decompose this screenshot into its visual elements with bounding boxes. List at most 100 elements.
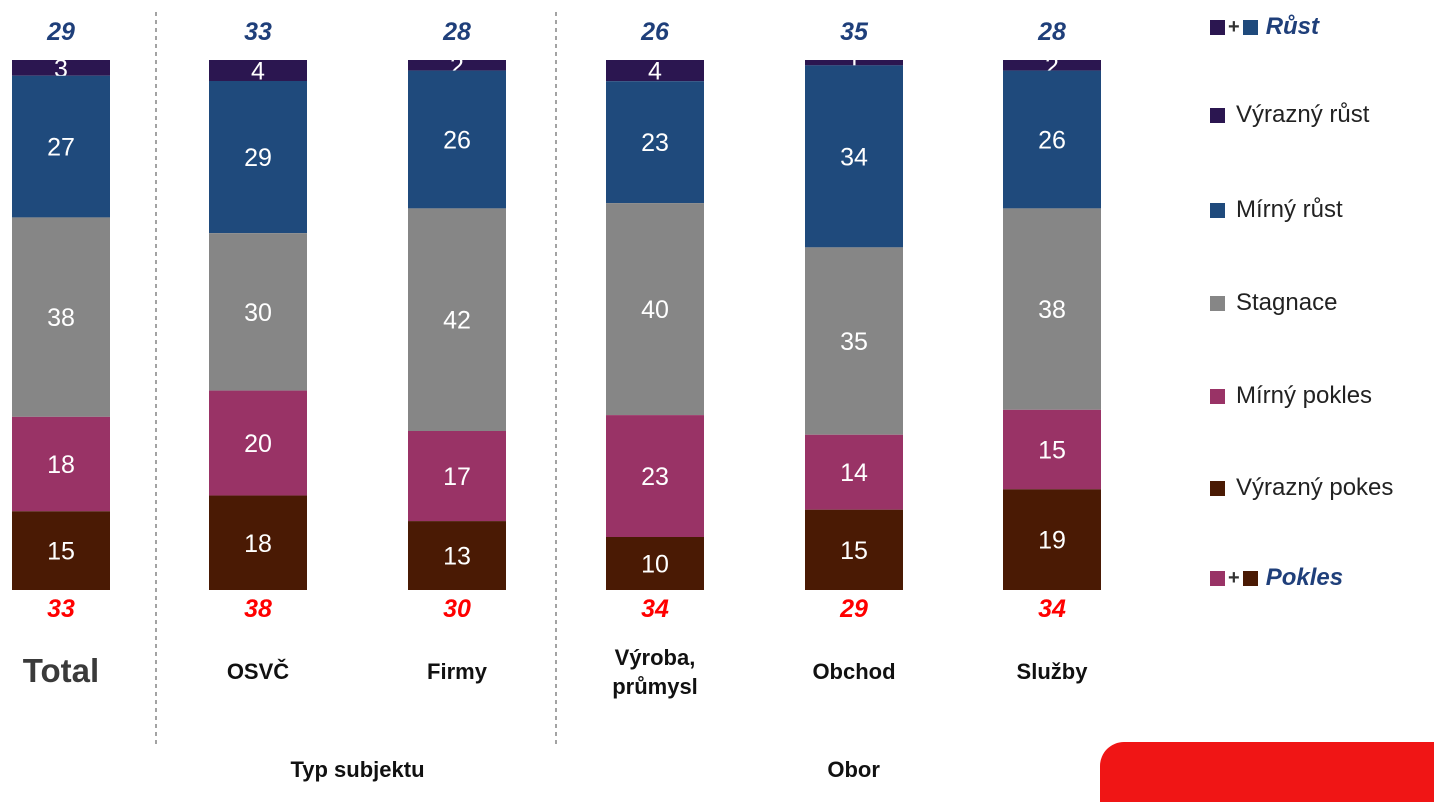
bar-segment-mirny-pokles [408,431,506,522]
red-corner-tab[interactable] [1100,742,1434,802]
data-label: 18 [47,451,75,479]
data-label: 20 [244,430,272,458]
bar-segment-vyrazny-rust [606,60,704,82]
legend-swatch-vyrazny-pokes [1242,570,1258,586]
bar-segment-mirny-rust [606,81,704,204]
decline-total-label: 30 [443,595,471,623]
data-label: 38 [1038,296,1066,324]
bar-segment-mirny-rust [408,70,506,209]
legend-item-stagnace: Stagnace [1210,288,1337,318]
legend-swatch-mirny-pokles [1210,570,1225,586]
growth-total-label: 29 [46,18,75,46]
growth-total-label: 35 [840,18,869,46]
data-label: 14 [840,459,868,487]
group-label: Typ subjektu [290,757,424,782]
decline-total-label: 38 [244,595,272,623]
growth-total-label: 28 [442,18,471,46]
data-label: 4 [648,58,662,86]
growth-total-label: 28 [1037,18,1066,46]
bar-segment-vyrazny-pokes [805,509,903,590]
data-label: 13 [443,543,471,571]
category-label: Obchod [812,659,895,684]
legend-swatch [1210,202,1225,218]
legend-swatch-mirny-rust [1242,19,1258,35]
category-label: Total [23,652,99,689]
category-label: Služby [1017,659,1089,684]
bar-segment-stagnace [606,203,704,416]
data-label: 30 [244,299,272,327]
category-label: Výroba, průmysl [612,645,698,699]
legend-decline-label: Pokles [1265,564,1344,591]
data-label: 17 [443,463,471,491]
legend-item-vyrazny-rust: Výrazný růst [1210,100,1369,130]
data-label: 26 [1038,127,1066,155]
group-label: Obor [827,757,880,782]
data-label: 18 [244,530,272,558]
stacked-bar-chart: 3273818152933Total4293020183338OSVČ22642… [12,12,1101,782]
legend-label: Mírný pokles [1236,382,1373,409]
legend-plus: + [1228,15,1240,38]
bar-segment-stagnace [805,247,903,435]
data-label: 15 [840,537,868,565]
bar-segment-mirny-pokles [805,434,903,510]
legend-item-vyrazny-pokes: Výrazný pokes [1210,473,1393,503]
bar-segment-stagnace [209,233,307,391]
data-label: 15 [47,538,75,566]
data-label: 40 [641,296,669,324]
bar-segment-mirny-rust [209,80,307,234]
bar-segment-stagnace [408,208,506,431]
bar-segment-mirny-pokles [1003,409,1101,490]
legend-swatch [1210,295,1225,311]
legend-decline-combo: + Pokles [1210,563,1343,593]
bar-segment-stagnace [12,217,110,417]
data-label: 23 [641,463,669,491]
bar-segment-mirny-pokles [606,415,704,537]
data-label: 19 [1038,527,1066,555]
decline-total-label: 33 [47,595,75,623]
decline-total-label: 29 [839,595,868,623]
bar-segment-vyrazny-rust [209,60,307,81]
legend-swatch [1210,107,1225,123]
bar-segment-mirny-pokles [209,390,307,496]
growth-total-label: 26 [640,18,670,46]
legend-swatch [1210,388,1225,404]
data-label: 27 [47,134,75,162]
bar-segment-vyrazny-rust [1003,60,1101,71]
bar-segment-vyrazny-pokes [209,495,307,590]
decline-total-label: 34 [641,595,669,623]
legend-growth-label: Růst [1265,13,1320,40]
legend-plus: + [1228,566,1240,589]
data-label: 4 [251,57,265,85]
bar-segment-mirny-rust [1003,70,1101,209]
legend-label: Výrazný pokes [1236,474,1394,501]
bar-segment-mirny-rust [12,75,110,218]
bar-segment-stagnace [1003,208,1101,410]
data-label: 23 [641,129,669,157]
data-label: 38 [47,304,75,332]
bar-segment-vyrazny-rust [12,60,110,76]
bar-segment-vyrazny-pokes [606,537,704,590]
data-label: 26 [443,127,471,155]
bar-segment-vyrazny-rust [805,60,903,66]
data-label: 35 [840,328,868,356]
data-label: 42 [443,307,471,335]
bar-segment-vyrazny-rust [408,60,506,71]
bar-segment-mirny-pokles [12,416,110,512]
category-label: Firmy [427,659,488,684]
decline-total-label: 34 [1038,595,1066,623]
bar-segment-vyrazny-pokes [408,521,506,590]
bar-segment-mirny-rust [805,65,903,248]
data-label: 34 [840,143,868,171]
data-label: 29 [244,144,272,172]
bar-segment-vyrazny-pokes [12,511,110,590]
legend-growth-combo: + Růst [1210,12,1319,42]
legend-label: Mírný růst [1236,196,1343,223]
data-label: 15 [1038,437,1066,465]
legend-item-mirny-pokles: Mírný pokles [1210,381,1372,411]
legend-swatch [1210,480,1225,496]
bar-segment-vyrazny-pokes [1003,489,1101,590]
growth-total-label: 33 [244,18,272,46]
category-label: OSVČ [227,659,289,684]
data-label: 10 [641,551,669,579]
legend-swatch-vyrazny-rust [1210,19,1225,35]
